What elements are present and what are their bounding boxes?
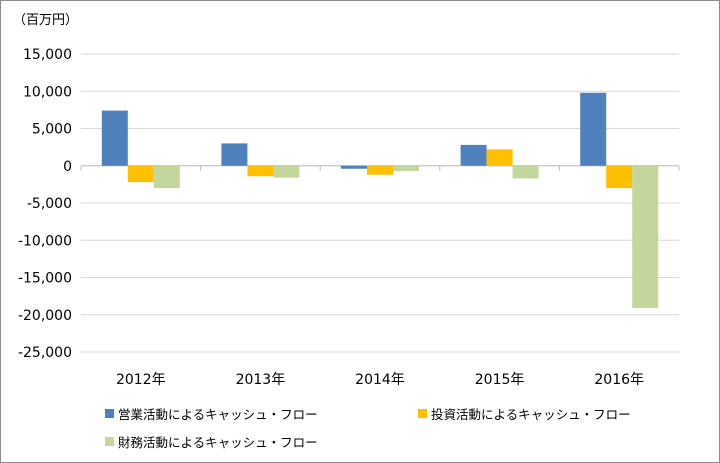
bar [460, 144, 487, 166]
y-tick-label: -20,000 [18, 308, 72, 324]
y-tick-label: 5,000 [32, 122, 72, 138]
bar [101, 110, 128, 166]
legend-swatch-operating [105, 409, 114, 418]
x-tick-label: 2014年 [355, 372, 405, 388]
y-tick-label: 15,000 [23, 47, 72, 63]
bar [247, 165, 274, 177]
unit-label: （百万円） [13, 13, 79, 28]
x-tick-label: 2013年 [236, 372, 286, 388]
legend-swatch-investing [418, 409, 427, 418]
legend-label-financing: 財務活動によるキャッシュ・フロー [118, 435, 318, 450]
x-tick-label: 2012年 [116, 372, 166, 388]
y-tick-label: 0 [63, 159, 72, 175]
bar [221, 143, 248, 166]
legend-label-investing: 投資活動によるキャッシュ・フロー [431, 407, 631, 422]
bar [273, 165, 300, 178]
x-tick-label: 2015年 [475, 372, 525, 388]
y-tick-label: 10,000 [23, 84, 72, 100]
y-tick-label: -15,000 [18, 271, 72, 287]
bar [606, 165, 633, 189]
bar [127, 165, 154, 183]
legend-item-financing: 財務活動によるキャッシュ・フロー [105, 432, 318, 451]
bar [632, 165, 659, 309]
bar [486, 149, 513, 166]
legend-item-operating: 営業活動によるキャッシュ・フロー [105, 404, 318, 423]
y-tick-label: -5,000 [27, 196, 72, 212]
legend-item-investing: 投資活動によるキャッシュ・フロー [418, 404, 631, 423]
bar [153, 165, 180, 189]
bar [393, 165, 419, 171]
bar [367, 165, 393, 175]
legend-swatch-financing [105, 437, 114, 446]
y-tick-label: -25,000 [18, 345, 72, 361]
bar [341, 165, 367, 169]
x-tick-label: 2016年 [594, 372, 644, 388]
bar [512, 165, 539, 179]
bar [580, 92, 607, 166]
legend-label-operating: 営業活動によるキャッシュ・フロー [118, 407, 318, 422]
y-tick-label: -10,000 [18, 233, 72, 249]
